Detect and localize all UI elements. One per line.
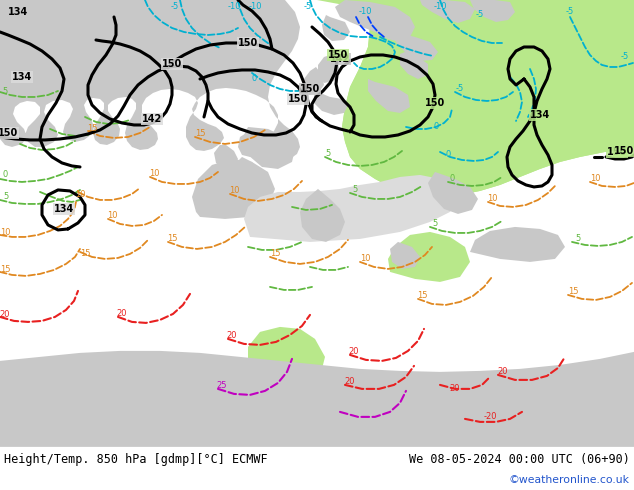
Text: 10: 10	[359, 254, 370, 264]
Text: 5: 5	[3, 88, 8, 97]
Text: 150: 150	[614, 146, 634, 156]
Polygon shape	[390, 242, 420, 269]
Polygon shape	[0, 351, 634, 447]
Text: 134: 134	[530, 110, 550, 120]
Polygon shape	[342, 0, 634, 197]
Text: 25: 25	[217, 381, 227, 391]
Text: 150: 150	[328, 50, 348, 60]
Polygon shape	[318, 55, 340, 83]
Text: 5: 5	[353, 185, 358, 195]
Polygon shape	[392, 32, 438, 61]
Text: 5: 5	[3, 193, 9, 201]
Text: 20: 20	[498, 368, 508, 376]
Text: 150: 150	[0, 128, 18, 138]
Polygon shape	[214, 145, 238, 169]
Polygon shape	[304, 67, 324, 95]
Text: 150: 150	[162, 59, 182, 69]
Polygon shape	[470, 0, 515, 22]
Polygon shape	[300, 189, 345, 242]
Text: 15: 15	[195, 129, 205, 139]
Text: 150: 150	[300, 84, 320, 94]
Text: 20: 20	[227, 331, 237, 341]
Text: 10: 10	[75, 191, 85, 199]
Text: 142: 142	[142, 114, 162, 124]
Polygon shape	[420, 0, 475, 23]
Text: 10: 10	[229, 187, 239, 196]
Text: -10: -10	[227, 2, 241, 11]
Text: 15: 15	[80, 249, 90, 258]
Text: Height/Temp. 850 hPa [gdmp][°C] ECMWF: Height/Temp. 850 hPa [gdmp][°C] ECMWF	[4, 453, 268, 466]
Text: -5: -5	[456, 84, 464, 94]
Text: 15: 15	[167, 234, 178, 244]
Text: 10: 10	[149, 170, 159, 178]
Text: 15: 15	[568, 288, 578, 296]
Polygon shape	[317, 0, 634, 197]
Text: 20: 20	[117, 309, 127, 318]
Polygon shape	[244, 175, 460, 242]
Text: 15: 15	[87, 124, 97, 133]
Text: 150: 150	[607, 147, 627, 157]
Polygon shape	[314, 92, 348, 115]
Text: 5: 5	[325, 149, 330, 158]
Text: -5: -5	[566, 7, 574, 17]
Text: 150: 150	[288, 94, 308, 104]
Text: 20: 20	[450, 384, 460, 393]
Text: -10: -10	[433, 2, 447, 11]
Text: -5: -5	[476, 10, 484, 20]
Polygon shape	[388, 232, 470, 282]
Polygon shape	[248, 327, 325, 392]
Text: 10: 10	[487, 195, 497, 203]
Text: ©weatheronline.co.uk: ©weatheronline.co.uk	[509, 475, 630, 485]
Polygon shape	[428, 172, 478, 214]
Text: 5: 5	[576, 234, 581, 244]
Polygon shape	[400, 52, 428, 79]
Text: 142: 142	[330, 54, 350, 64]
Text: 20: 20	[345, 377, 355, 387]
Polygon shape	[368, 79, 410, 113]
Text: 0: 0	[434, 122, 439, 131]
Polygon shape	[235, 157, 258, 183]
Polygon shape	[0, 0, 300, 165]
Text: -5: -5	[171, 2, 179, 11]
Polygon shape	[335, 0, 415, 42]
Text: 150: 150	[425, 98, 445, 108]
Text: 20: 20	[349, 347, 359, 356]
Polygon shape	[317, 0, 634, 109]
Text: 0: 0	[450, 174, 455, 183]
Polygon shape	[470, 227, 565, 262]
Text: 150: 150	[238, 38, 258, 48]
Text: 0: 0	[445, 150, 451, 159]
Text: 10: 10	[590, 174, 600, 183]
Text: 0: 0	[251, 74, 257, 83]
Text: We 08-05-2024 00:00 UTC (06+90): We 08-05-2024 00:00 UTC (06+90)	[409, 453, 630, 466]
Polygon shape	[238, 132, 260, 157]
Text: 5: 5	[432, 220, 437, 228]
Text: 15: 15	[269, 249, 280, 258]
Text: -5: -5	[621, 52, 629, 61]
Polygon shape	[322, 15, 350, 41]
Text: 10: 10	[0, 228, 10, 238]
Text: 20: 20	[0, 311, 10, 319]
Text: 134: 134	[54, 204, 74, 214]
Polygon shape	[192, 159, 275, 219]
Text: 15: 15	[417, 292, 427, 300]
Polygon shape	[242, 127, 295, 169]
Text: 0: 0	[3, 171, 8, 179]
Text: -10: -10	[358, 7, 372, 17]
Text: -20: -20	[483, 413, 497, 421]
Text: 10: 10	[107, 212, 117, 220]
Text: -5: -5	[304, 2, 312, 11]
Text: 134: 134	[8, 7, 28, 17]
Text: -10: -10	[249, 2, 262, 11]
Text: 134: 134	[12, 72, 32, 82]
Text: 15: 15	[0, 266, 10, 274]
